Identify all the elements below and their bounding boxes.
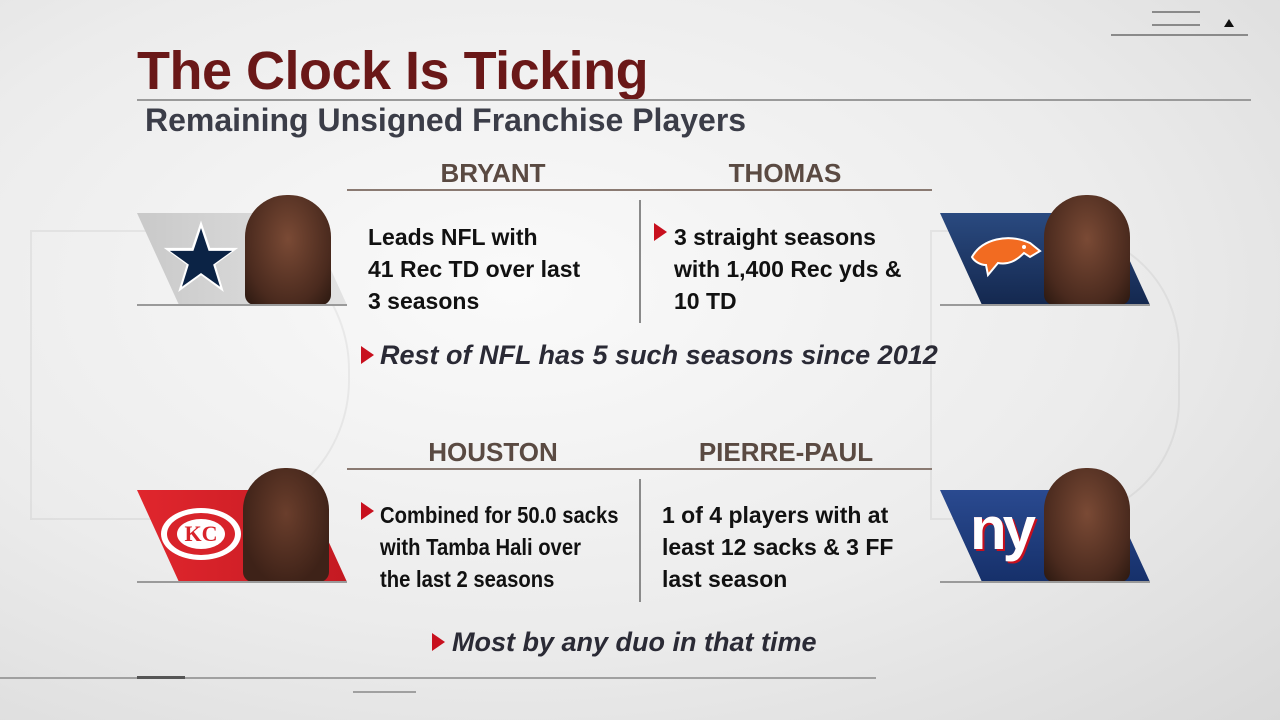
- section-rule: [347, 189, 932, 191]
- player-name-pierre-paul: PIERRE-PAUL: [698, 437, 874, 467]
- player-photo-pierre-paul: [1044, 468, 1130, 582]
- footnote-1: Rest of NFL has 5 such seasons since 201…: [380, 340, 938, 370]
- bottom-rule-accent: [137, 676, 185, 679]
- cowboys-star-logo-icon: [163, 220, 239, 292]
- panel-rule: [940, 304, 1150, 306]
- stat-line: Combined for 50.0 sacks: [380, 502, 619, 528]
- stat-line: with 1,400 Rec yds &: [674, 256, 902, 282]
- stat-line: 41 Rec TD over last: [368, 256, 581, 282]
- divider: [639, 200, 641, 323]
- ticker-line: [1152, 24, 1200, 26]
- title-rule: [137, 99, 1251, 101]
- bottom-rule: [0, 677, 876, 679]
- up-arrow-icon: [1224, 19, 1234, 27]
- stat-line: 3 seasons: [368, 288, 480, 314]
- stat-line: with Tamba Hali over: [380, 534, 581, 560]
- giants-logo-icon: ny: [970, 495, 1036, 562]
- stat-line: last season: [662, 566, 788, 592]
- houston-panel: KC: [137, 468, 347, 582]
- chiefs-logo-icon: KC: [161, 508, 241, 560]
- stat-line: 3 straight seasons: [674, 224, 876, 250]
- ticker-line: [1152, 11, 1200, 13]
- section-rule: [347, 468, 932, 470]
- page-subtitle: Remaining Unsigned Franchise Players: [145, 102, 747, 138]
- bullet-triangle-icon: [361, 346, 374, 364]
- bullet-triangle-icon: [361, 502, 374, 520]
- stat-bryant: Leads NFL with 41 Rec TD over last 3 sea…: [368, 221, 580, 317]
- player-name-bryant: BRYANT: [440, 158, 546, 188]
- divider: [639, 479, 641, 602]
- stat-line: the last 2 seasons: [380, 566, 555, 592]
- player-photo-bryant: [245, 195, 331, 305]
- bullet-triangle-icon: [432, 633, 445, 651]
- player-name-houston: HOUSTON: [428, 437, 558, 467]
- stat-houston: Combined for 50.0 sacks with Tamba Hali …: [380, 499, 618, 595]
- panel-rule: [137, 581, 347, 583]
- panel-rule: [940, 581, 1150, 583]
- stat-line: 10 TD: [674, 288, 737, 314]
- player-name-thomas: THOMAS: [728, 158, 842, 188]
- broncos-logo-icon: [970, 237, 1042, 278]
- bullet-triangle-icon: [654, 223, 667, 241]
- thomas-panel: [940, 195, 1150, 305]
- svg-text:KC: KC: [185, 521, 218, 546]
- player-photo-thomas: [1044, 195, 1130, 305]
- footnote-2: Most by any duo in that time: [452, 627, 817, 657]
- pierre-paul-panel: ny: [940, 468, 1150, 582]
- stat-line: Leads NFL with: [368, 224, 538, 250]
- page-title: The Clock Is Ticking: [137, 41, 649, 101]
- panel-rule: [137, 304, 347, 306]
- stat-pierre-paul: 1 of 4 players with at least 12 sacks & …: [662, 499, 893, 595]
- stat-thomas: 3 straight seasons with 1,400 Rec yds & …: [674, 221, 902, 317]
- stat-line: least 12 sacks & 3 FF: [662, 534, 894, 560]
- ticker-underline: [1111, 34, 1248, 36]
- player-photo-houston: [243, 468, 329, 582]
- bryant-panel: [137, 195, 347, 305]
- stat-line: 1 of 4 players with at: [662, 502, 889, 528]
- bottom-rule-short: [353, 691, 416, 693]
